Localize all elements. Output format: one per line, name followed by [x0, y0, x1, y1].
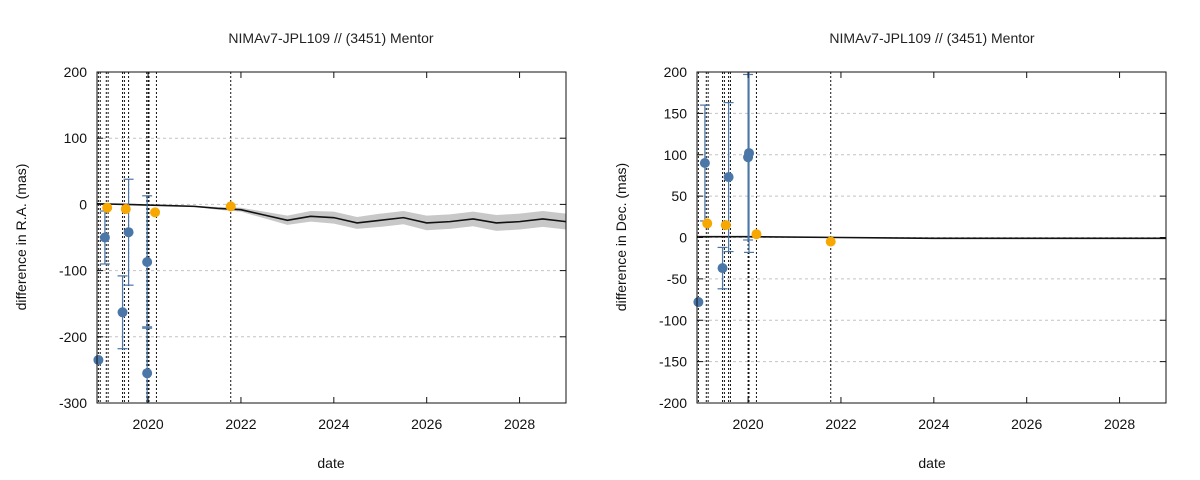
ra-gaia-point: [102, 202, 113, 213]
ra-x-tick-label: 2022: [225, 416, 256, 432]
dec-x-tick-label: 2024: [918, 416, 949, 432]
ra-x-tick-label: 2026: [411, 416, 442, 432]
ra-observed-point: [99, 232, 110, 243]
dec-observed-point: [723, 172, 734, 183]
ra-y-tick-label: 0: [79, 196, 87, 212]
ra-observed-point: [123, 227, 134, 238]
ra-gaia-point: [225, 201, 236, 212]
dec-x-tick-label: 2026: [1011, 416, 1042, 432]
ra-y-axis-label: difference in R.A. (mas): [13, 164, 29, 311]
ra-chart-title: NIMAv7-JPL109 // (3451) Mentor: [228, 30, 434, 46]
ra-observed-point: [93, 354, 104, 365]
ra-observed-point: [117, 307, 128, 318]
dec-gaia-point: [702, 218, 713, 229]
dec-y-tick-label: 100: [664, 147, 688, 163]
ra-gaia-point: [150, 207, 161, 218]
dec-y-tick-label: -100: [659, 312, 687, 328]
dec-observed-point: [744, 148, 755, 159]
dec-x-tick-label: 2022: [825, 416, 856, 432]
ra-x-tick-label: 2020: [133, 416, 164, 432]
dec-observed-point: [693, 297, 704, 308]
ra-y-tick-label: -100: [59, 263, 87, 279]
dec-y-axis-label: difference in Dec. (mas): [613, 163, 629, 311]
ra-panel: NIMAv7-JPL109 // (3451) Mentor date diff…: [13, 30, 567, 471]
dec-y-tick-label: 0: [679, 230, 687, 246]
ra-model-line: [96, 202, 567, 224]
dec-panel: NIMAv7-JPL109 // (3451) Mentor date diff…: [613, 30, 1167, 471]
dec-y-tick-label: -200: [659, 395, 687, 411]
dec-chart-title: NIMAv7-JPL109 // (3451) Mentor: [829, 30, 1035, 46]
dec-y-tick-label: -150: [659, 354, 687, 370]
dec-observed-point: [699, 158, 710, 169]
ra-y-tick-label: 200: [64, 64, 88, 80]
ra-x-tick-label: 2024: [318, 416, 349, 432]
dec-gaia-point: [825, 236, 836, 247]
ra-plot-frame: [96, 71, 567, 404]
ra-y-tick-label: 100: [64, 130, 88, 146]
dec-observed-point: [717, 263, 728, 274]
ra-y-tick-label: -200: [59, 329, 87, 345]
ra-observed-point: [142, 368, 153, 379]
ra-observed-point: [142, 256, 153, 267]
dec-y-tick-label: -50: [667, 271, 687, 287]
dec-x-axis-label: date: [918, 455, 945, 471]
dec-x-tick-label: 2020: [733, 416, 764, 432]
dec-y-tick-label: 50: [671, 188, 687, 204]
dec-y-tick-label: 200: [664, 64, 688, 80]
dec-x-tick-label: 2028: [1104, 416, 1135, 432]
dec-y-tick-label: 150: [664, 105, 688, 121]
ra-gaia-point: [120, 204, 131, 215]
dec-gaia-point: [720, 220, 731, 231]
dec-gaia-point: [751, 229, 762, 240]
ra-y-tick-label: -300: [59, 395, 87, 411]
ra-x-tick-label: 2028: [504, 416, 535, 432]
ra-x-axis-label: date: [317, 455, 344, 471]
